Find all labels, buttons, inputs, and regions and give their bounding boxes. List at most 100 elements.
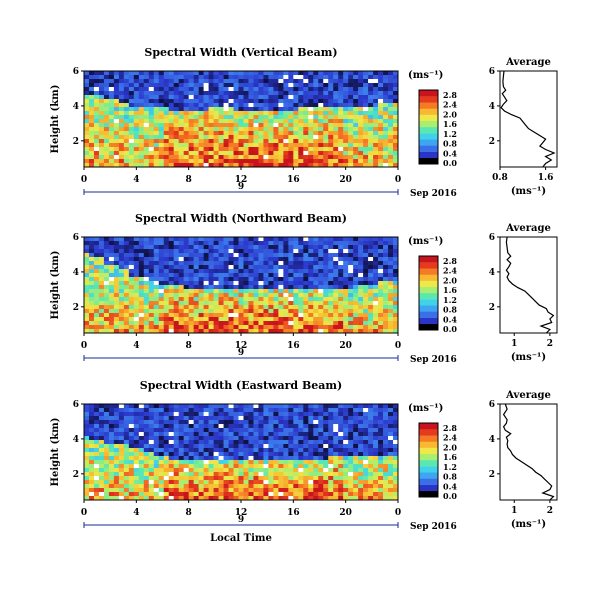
heatmap-cell	[323, 95, 329, 100]
heatmap-cell	[158, 460, 165, 465]
heatmap-cell	[358, 404, 364, 409]
heatmap-cell	[293, 492, 299, 497]
colorbar-label: 1.2	[443, 462, 457, 472]
heatmap-cell	[103, 135, 110, 140]
heatmap-cells	[84, 71, 399, 168]
heatmap-cell	[318, 71, 324, 76]
heatmap-cell	[343, 99, 349, 104]
heatmap-cell	[383, 245, 389, 250]
heatmap-cell	[228, 103, 234, 108]
heatmap-cell	[228, 432, 234, 437]
heatmap-cell	[84, 111, 90, 116]
heatmap-cell	[118, 131, 125, 136]
heatmap-cell	[368, 424, 374, 429]
heatmap-cell	[128, 249, 135, 254]
heatmap-cell	[84, 273, 90, 278]
heatmap-cell	[148, 444, 155, 449]
heatmap-cell	[393, 301, 399, 306]
heatmap-cell	[303, 472, 309, 477]
heatmap-cell	[388, 107, 394, 112]
heatmap-cell	[148, 87, 155, 92]
heatmap-cell	[368, 245, 374, 250]
heatmap-cell	[333, 468, 339, 473]
heatmap-cell	[143, 245, 150, 250]
heatmap-cell	[98, 424, 105, 429]
heatmap-cell	[138, 460, 145, 465]
heatmap-cell	[218, 107, 224, 112]
heatmap-cell	[84, 325, 90, 330]
heatmap-cell	[128, 75, 135, 80]
heatmap-cell	[223, 305, 229, 310]
heatmap-cell	[183, 79, 189, 84]
heatmap-cell	[333, 127, 339, 132]
heatmap-cell	[393, 404, 399, 409]
heatmap-cell	[258, 131, 264, 136]
heatmap-cell	[88, 75, 95, 80]
heatmap-cell	[303, 424, 309, 429]
heatmap-cell	[368, 249, 374, 254]
heatmap-cell	[283, 135, 289, 140]
heatmap-cell	[393, 131, 399, 136]
heatmap-cell	[158, 412, 165, 417]
heatmap-cell	[188, 480, 194, 485]
heatmap-cell	[308, 95, 314, 100]
heatmap-cell	[203, 408, 209, 413]
heatmap-cell	[103, 99, 110, 104]
heatmap-cell	[283, 472, 289, 477]
heatmap-cell	[293, 325, 299, 330]
heatmap-cell	[253, 115, 259, 120]
heatmap-cell	[333, 151, 339, 156]
heatmap-cell	[203, 237, 209, 242]
heatmap-cell	[84, 456, 90, 461]
heatmap-cell	[348, 301, 354, 306]
heatmap-cell	[168, 163, 175, 168]
heatmap-cell	[298, 480, 304, 485]
heatmap-cell	[278, 329, 284, 334]
heatmap-cell	[153, 301, 160, 306]
heatmap-cell	[248, 249, 254, 254]
heatmap-cell	[358, 289, 364, 294]
heatmap-cell	[278, 285, 284, 290]
heatmap-cell	[333, 301, 339, 306]
heatmap-cell	[363, 237, 369, 242]
heatmap-cell	[328, 432, 334, 437]
heatmap-cell	[103, 448, 110, 453]
heatmap-cell	[203, 432, 209, 437]
heatmap-cell	[323, 309, 329, 314]
heatmap-cell	[88, 432, 95, 437]
heatmap-cell	[393, 476, 399, 481]
heatmap-cell	[148, 297, 155, 302]
heatmap-cell	[238, 123, 244, 128]
heatmap-cell	[193, 436, 199, 441]
heatmap-cell	[263, 404, 269, 409]
heatmap-cell	[223, 87, 229, 92]
heatmap-cell	[208, 131, 214, 136]
heatmap-cell	[108, 155, 115, 160]
heatmap-cell	[223, 261, 229, 266]
heatmap-cell	[348, 412, 354, 417]
colorbar-swatch	[419, 299, 438, 306]
heatmap-cell	[148, 91, 155, 96]
heatmap-cell	[218, 285, 224, 290]
heatmap-cell	[318, 79, 324, 84]
heatmap-cell	[348, 155, 354, 160]
heatmap-cell	[98, 273, 105, 278]
heatmap-cell	[323, 257, 329, 262]
heatmap-cell	[258, 428, 264, 433]
heatmap-cell	[248, 325, 254, 330]
heatmap-cell	[233, 237, 239, 242]
heatmap-cell	[148, 408, 155, 413]
heatmap-cell	[103, 301, 110, 306]
heatmap-cell	[288, 147, 294, 152]
heatmap-cell	[298, 329, 304, 334]
heatmap-cell	[193, 269, 199, 274]
heatmap-cell	[158, 249, 165, 254]
heatmap-cell	[188, 83, 194, 88]
heatmap-cell	[233, 313, 239, 318]
heatmap-cell	[343, 119, 349, 124]
heatmap-cell	[233, 99, 239, 104]
heatmap-cell	[268, 99, 274, 104]
heatmap-cell	[388, 257, 394, 262]
heatmap-cell	[348, 103, 354, 108]
heatmap-cell	[183, 476, 189, 481]
